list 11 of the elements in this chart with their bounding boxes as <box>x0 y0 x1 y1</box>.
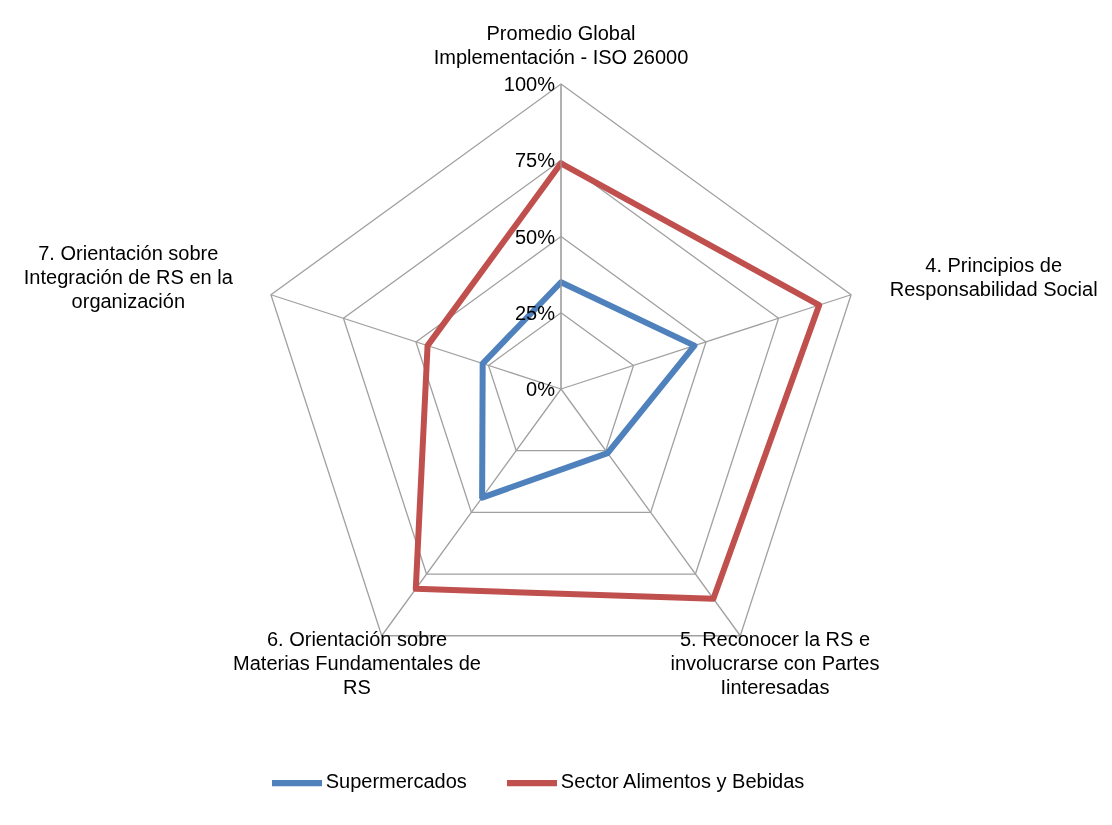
y-tick-label: 75% <box>514 149 556 172</box>
y-tick-label: 0% <box>526 378 556 400</box>
spoke-label: 5. Reconocer la RS e involucrarse con Partes Iinteresadas <box>670 628 880 699</box>
spoke-label: 4. Principios de Responsabilidad Social <box>889 254 1098 301</box>
spoke-label: 6. Orientación sobre Materias Fundamentales de RS <box>233 628 481 699</box>
spoke-label: Promedio Global Implementación - ISO 26000 <box>433 22 689 68</box>
spoke-label: 7. Orientación sobre Integración de RS en la organización <box>23 242 234 313</box>
legend-label: Supermercados <box>325 770 467 793</box>
legend-label: Sector Alimentos y Bebidas <box>560 770 805 793</box>
y-tick-label: 50% <box>514 225 556 248</box>
y-tick-label: 100% <box>503 73 556 95</box>
